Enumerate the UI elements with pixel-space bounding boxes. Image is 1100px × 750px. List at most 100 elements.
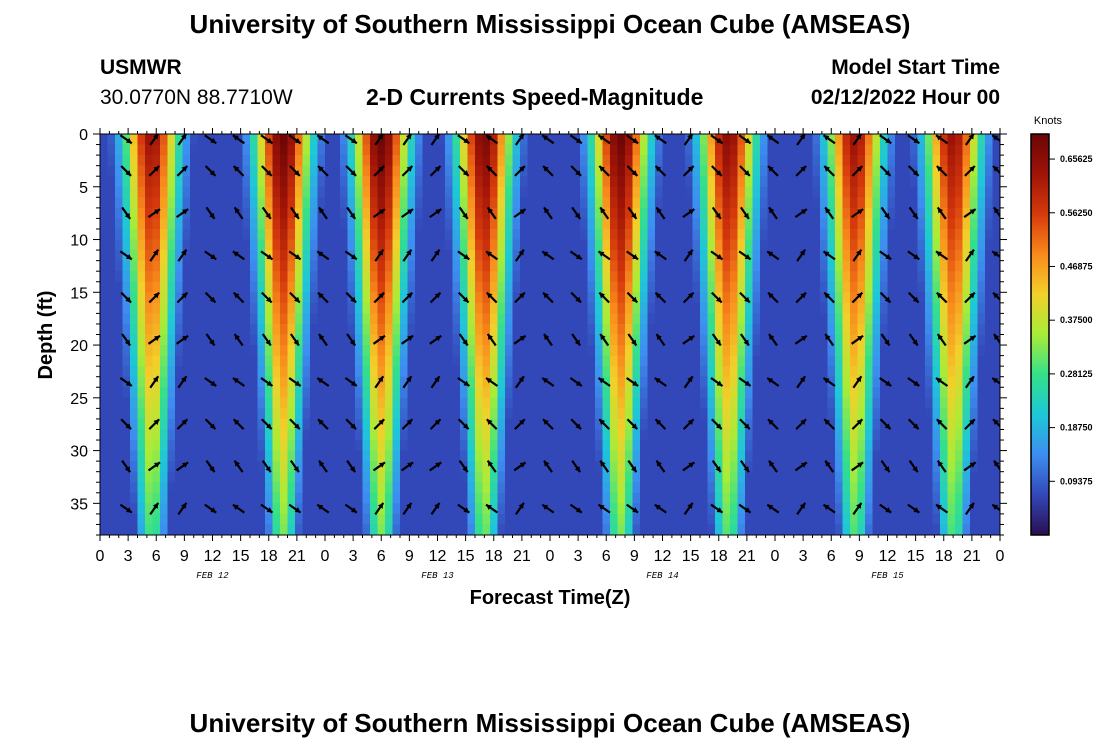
heatmap-cell [467, 376, 476, 388]
heatmap-cell [250, 281, 259, 293]
heatmap-cell [227, 387, 236, 399]
heatmap-cell [865, 239, 874, 251]
heatmap-cell [602, 492, 611, 504]
heatmap-cell [265, 228, 274, 241]
heatmap-cell [250, 345, 259, 357]
heatmap-cell [632, 239, 641, 251]
heatmap-cell [475, 450, 484, 462]
heatmap-cell [775, 271, 784, 283]
heatmap-cell [362, 376, 371, 388]
x-tick-label: 21 [288, 548, 306, 565]
heatmap-cell [242, 165, 251, 177]
current-vector [654, 291, 667, 304]
heatmap-cell [295, 471, 304, 483]
heatmap-cell [587, 176, 596, 188]
heatmap-cell [857, 155, 866, 167]
heatmap-cell [377, 144, 386, 156]
heatmap-cell [737, 250, 746, 262]
heatmap-cell [355, 366, 364, 378]
heatmap-cell [557, 376, 566, 388]
heatmap-cell [497, 345, 506, 357]
heatmap-cell [730, 440, 739, 452]
heatmap-cell [415, 218, 424, 230]
heatmap-cell [400, 271, 409, 283]
heatmap-cell [175, 355, 184, 367]
heatmap-cell [400, 239, 409, 251]
heatmap-cell [662, 176, 671, 188]
heatmap-cell [955, 323, 964, 336]
current-vector [485, 377, 499, 387]
heatmap-cell [602, 218, 611, 230]
heatmap-cell [887, 228, 896, 241]
heatmap-cell [812, 355, 821, 367]
heatmap-cell [160, 207, 169, 220]
heatmap-cell [902, 197, 911, 209]
heatmap-cell [872, 355, 881, 367]
heatmap-cell [962, 461, 971, 473]
heatmap-cell [895, 144, 904, 156]
heatmap-cell [482, 461, 491, 473]
heatmap-cell [527, 165, 536, 177]
heatmap-cell [295, 271, 304, 283]
current-vector [176, 291, 189, 304]
heatmap-cell [542, 144, 551, 156]
heatmap-cell [317, 176, 326, 188]
heatmap-cell [977, 239, 986, 251]
heatmap-cell [250, 450, 259, 462]
heatmap-cell [662, 513, 671, 526]
heatmap-cell [797, 440, 806, 452]
current-vector [852, 502, 863, 515]
heatmap-cell [115, 366, 124, 378]
heatmap-cell [820, 345, 829, 357]
heatmap-cell [790, 482, 799, 494]
heatmap-cell [722, 461, 731, 473]
heatmap-cell [145, 492, 154, 504]
heatmap-cell [820, 355, 829, 367]
heatmap-cell [760, 302, 769, 314]
heatmap-cell [692, 323, 701, 336]
heatmap-cell [767, 418, 776, 431]
x-axis-label: Forecast Time(Z) [470, 587, 631, 609]
heatmap-cell [985, 408, 994, 420]
heatmap-cell [617, 260, 626, 272]
current-vector [430, 134, 441, 146]
heatmap-cell [880, 471, 889, 483]
heatmap-cell [887, 524, 896, 535]
heatmap-cell [640, 207, 649, 220]
heatmap-cell [842, 461, 851, 473]
heatmap-cell [647, 524, 656, 535]
heatmap-cell [280, 292, 289, 304]
heatmap-cell [227, 302, 236, 314]
heatmap-cell [392, 323, 401, 336]
heatmap-cell [475, 186, 484, 198]
heatmap-cell [707, 408, 716, 420]
heatmap-cell [490, 345, 499, 357]
heatmap-cell [775, 281, 784, 293]
heatmap-cell [535, 302, 544, 314]
heatmap-cell [145, 345, 154, 357]
heatmap-cell [122, 429, 131, 441]
heatmap-cell [505, 503, 514, 515]
heatmap-cell [872, 144, 881, 156]
heatmap-cell [467, 281, 476, 293]
heatmap-cell [280, 429, 289, 441]
heatmap-cell [670, 418, 679, 431]
heatmap-cell [985, 366, 994, 378]
heatmap-cell [595, 239, 604, 251]
heatmap-cell [452, 239, 461, 251]
heatmap-cell [917, 482, 926, 494]
heatmap-cell [317, 345, 326, 357]
heatmap-cell [685, 345, 694, 357]
heatmap-cell [752, 207, 761, 220]
heatmap-cell [872, 239, 881, 251]
heatmap-cell [250, 492, 259, 504]
current-vector [570, 165, 582, 177]
heatmap-cell [505, 429, 514, 441]
heatmap-cell [220, 345, 229, 357]
heatmap-cell [175, 524, 184, 535]
heatmap-cell [287, 366, 296, 378]
heatmap-cell [137, 429, 146, 441]
current-vector [176, 334, 189, 345]
heatmap-cell [385, 355, 394, 367]
heatmap-cell [430, 408, 439, 420]
